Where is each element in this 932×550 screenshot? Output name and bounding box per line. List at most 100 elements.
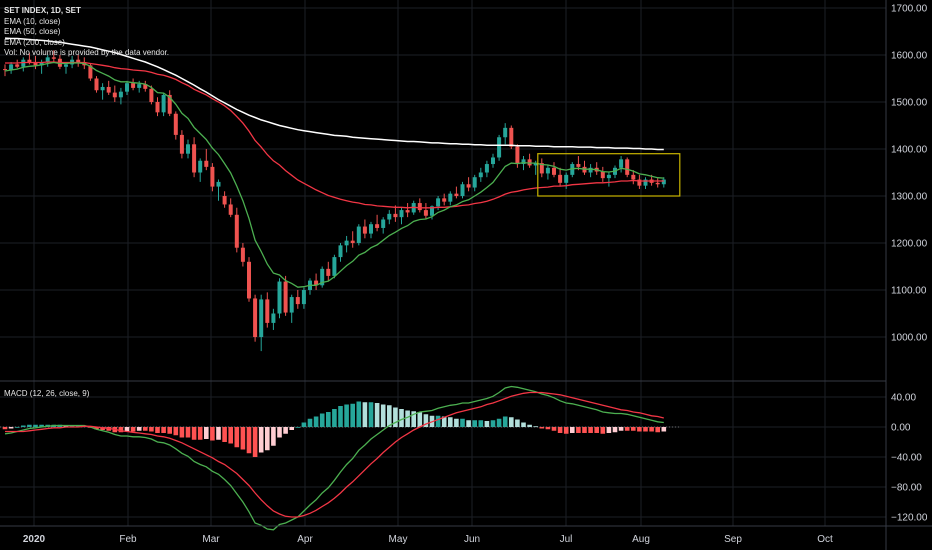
candle[interactable] xyxy=(167,90,172,117)
candle[interactable] xyxy=(454,186,459,199)
consolidation-box[interactable] xyxy=(537,153,681,197)
candle[interactable] xyxy=(76,55,81,67)
ema10-line[interactable] xyxy=(4,61,664,288)
candle[interactable] xyxy=(204,149,209,171)
candle[interactable] xyxy=(527,153,532,168)
candle[interactable] xyxy=(301,287,306,309)
macd-pane[interactable] xyxy=(0,385,680,531)
candle[interactable] xyxy=(247,257,251,302)
candle[interactable] xyxy=(552,162,556,178)
ema50-legend[interactable]: EMA (50, close) xyxy=(4,27,61,36)
candle[interactable] xyxy=(375,214,380,232)
candle[interactable] xyxy=(478,167,483,182)
candle[interactable] xyxy=(381,217,386,234)
candle[interactable] xyxy=(484,160,489,178)
candle[interactable] xyxy=(222,191,227,208)
candle[interactable] xyxy=(106,80,111,95)
candle[interactable] xyxy=(186,139,190,159)
candle[interactable] xyxy=(625,157,630,178)
macd-axis[interactable]: 40.00 0.00 −40.00 −80.00 −120.00 xyxy=(891,393,928,524)
candle[interactable] xyxy=(332,254,337,279)
candle[interactable] xyxy=(326,261,331,281)
candle[interactable] xyxy=(631,170,636,185)
candle[interactable] xyxy=(655,178,660,188)
candle[interactable] xyxy=(417,198,422,213)
candle[interactable] xyxy=(356,224,361,246)
candle[interactable] xyxy=(161,92,166,117)
candle[interactable] xyxy=(320,266,325,288)
candle[interactable] xyxy=(661,177,666,188)
symbol-title[interactable]: SET INDEX, 1D, SET xyxy=(4,6,81,15)
candle[interactable] xyxy=(192,137,197,178)
candle[interactable] xyxy=(149,85,154,105)
candle[interactable] xyxy=(491,153,495,168)
candle[interactable] xyxy=(131,78,136,91)
candle[interactable] xyxy=(265,292,270,328)
candle[interactable] xyxy=(234,207,239,253)
candle[interactable] xyxy=(155,97,160,117)
candle[interactable] xyxy=(277,278,282,319)
candle[interactable] xyxy=(570,162,575,178)
candle[interactable] xyxy=(497,134,502,161)
candle[interactable] xyxy=(112,85,117,102)
candle[interactable] xyxy=(619,156,624,173)
candle[interactable] xyxy=(125,80,129,95)
candle[interactable] xyxy=(600,166,605,182)
candle[interactable] xyxy=(442,193,447,206)
candle[interactable] xyxy=(344,235,349,253)
candle[interactable] xyxy=(15,59,20,69)
candle[interactable] xyxy=(362,219,367,239)
candle[interactable] xyxy=(460,181,465,199)
candle[interactable] xyxy=(94,76,99,93)
candle[interactable] xyxy=(472,174,477,192)
candle[interactable] xyxy=(118,87,123,105)
candle[interactable] xyxy=(423,203,428,220)
candle[interactable] xyxy=(314,273,319,290)
signal-line[interactable] xyxy=(5,391,664,518)
candle[interactable] xyxy=(253,294,258,342)
macd-title[interactable]: MACD (12, 26, close, 9) xyxy=(4,389,90,398)
candle[interactable] xyxy=(9,62,14,74)
candle[interactable] xyxy=(387,210,392,225)
volume-legend[interactable]: Vol: No volume is provided by the data v… xyxy=(4,48,169,57)
candle[interactable] xyxy=(393,205,398,222)
ema200-legend[interactable]: EMA (200, close) xyxy=(4,37,65,47)
ema200-line[interactable] xyxy=(4,37,664,151)
candle[interactable] xyxy=(216,179,221,201)
price-pane[interactable] xyxy=(3,37,681,352)
candle[interactable] xyxy=(637,174,642,189)
candle[interactable] xyxy=(3,64,7,77)
candle[interactable] xyxy=(100,83,105,100)
candle[interactable] xyxy=(545,165,550,180)
candle[interactable] xyxy=(588,164,593,178)
ema10-legend[interactable]: EMA (10, close) xyxy=(4,16,61,26)
candle[interactable] xyxy=(350,231,355,248)
candle[interactable] xyxy=(198,158,203,182)
candle[interactable] xyxy=(283,275,288,316)
candle[interactable] xyxy=(338,243,343,262)
candle[interactable] xyxy=(51,50,56,63)
ema50-line[interactable] xyxy=(5,61,664,209)
candle[interactable] xyxy=(259,294,264,352)
candle[interactable] xyxy=(240,243,245,267)
candle[interactable] xyxy=(539,158,544,178)
candle[interactable] xyxy=(210,163,215,192)
price-axis[interactable]: 1700.00 1600.00 1500.00 1400.00 1300.00 1200.… xyxy=(891,4,928,344)
candle[interactable] xyxy=(179,130,184,159)
candle[interactable] xyxy=(606,172,611,187)
candle[interactable] xyxy=(558,167,563,187)
candle[interactable] xyxy=(173,111,178,140)
time-axis[interactable]: 2020 Feb Mar Apr May Jun Jul Aug Sep Oct xyxy=(23,534,833,545)
candle[interactable] xyxy=(399,207,404,225)
candle[interactable] xyxy=(271,308,276,330)
candle[interactable] xyxy=(45,55,50,67)
candle[interactable] xyxy=(289,294,294,323)
candle[interactable] xyxy=(466,177,471,192)
candle[interactable] xyxy=(643,177,648,189)
candle[interactable] xyxy=(143,80,148,92)
candle[interactable] xyxy=(369,221,373,239)
candle[interactable] xyxy=(21,57,26,72)
candle[interactable] xyxy=(448,191,453,206)
candle[interactable] xyxy=(228,198,233,218)
candle[interactable] xyxy=(295,290,300,309)
